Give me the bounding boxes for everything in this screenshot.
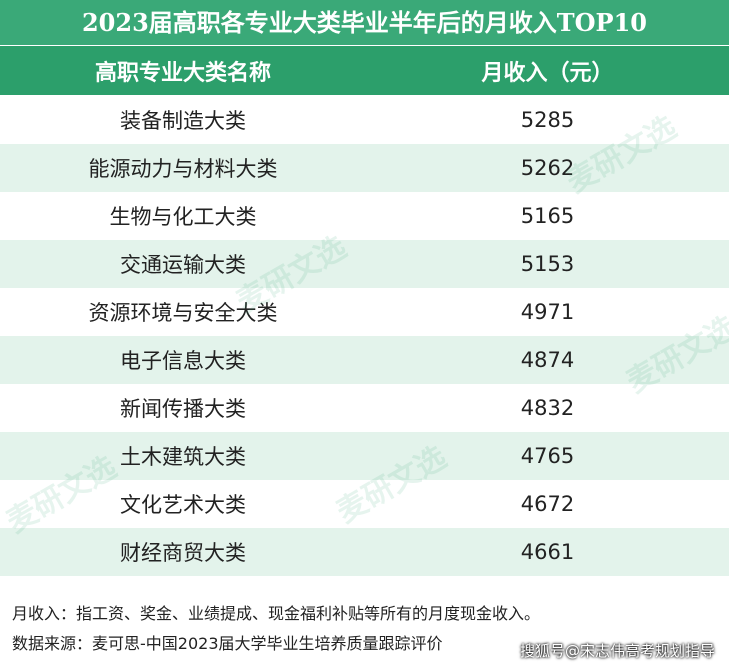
name-cell: 能源动力与材料大类 — [88, 157, 278, 181]
value-cell: 5262 — [520, 156, 575, 180]
table-row: 电子信息大类 4874 — [0, 336, 729, 384]
header-cell: 高职专业大类名称 — [94, 60, 271, 86]
source-tag: 搜狐号@宋志伟高考规划指导 — [519, 642, 715, 660]
value-cell: 4672 — [520, 492, 575, 516]
table-row: 生物与化工大类 5165 — [0, 192, 729, 240]
name-cell: 生物与化工大类 — [109, 205, 257, 229]
title: 2023届高职各专业大类毕业半年后的月收入TOP10 — [0, 0, 729, 45]
table-body: 装备制造大类 5285 能源动力与材料大类 5262 生物与化工大类 5165 交通运输大类… — [0, 96, 729, 576]
value-cell: 5165 — [520, 204, 575, 228]
header-cell: 月收入（元） — [481, 60, 614, 86]
table-row: 能源动力与材料大类 5262 — [0, 144, 729, 192]
name-cell: 装备制造大类 — [120, 109, 246, 133]
value-cell: 5153 — [520, 252, 575, 276]
table-row: 装备制造大类 5285 — [0, 96, 729, 144]
table-row: 文化艺术大类 4672 — [0, 480, 729, 528]
name-cell: 资源环境与安全大类 — [88, 301, 278, 325]
name-cell: 财经商贸大类 — [120, 541, 246, 565]
value-cell: 4971 — [520, 300, 575, 324]
table-row: 资源环境与安全大类 4971 — [0, 288, 729, 336]
value-cell: 4874 — [520, 348, 575, 372]
table-header: 高职专业大类名称 月收入（元） — [0, 46, 729, 95]
name-cell: 电子信息大类 — [120, 349, 246, 373]
note: 月收入：指工资、奖金、业绩提成、现金福利补贴等所有的月度现金收入。 — [12, 604, 541, 623]
name-cell: 交通运输大类 — [120, 253, 246, 277]
name-cell: 新闻传播大类 — [120, 397, 246, 421]
value-cell: 4765 — [520, 444, 575, 468]
table-row: 新闻传播大类 4832 — [0, 384, 729, 432]
value-cell: 4661 — [520, 540, 575, 564]
value-cell: 4832 — [520, 396, 575, 420]
name-cell: 文化艺术大类 — [120, 493, 246, 517]
table-row: 土木建筑大类 4765 — [0, 432, 729, 480]
value-cell: 5285 — [520, 108, 575, 132]
name-cell: 土木建筑大类 — [120, 445, 246, 469]
table-row: 财经商贸大类 4661 — [0, 528, 729, 576]
table-row: 交通运输大类 5153 — [0, 240, 729, 288]
note: 数据来源：麦可思-中国2023届大学毕业生培养质量跟踪评价 — [12, 634, 443, 653]
